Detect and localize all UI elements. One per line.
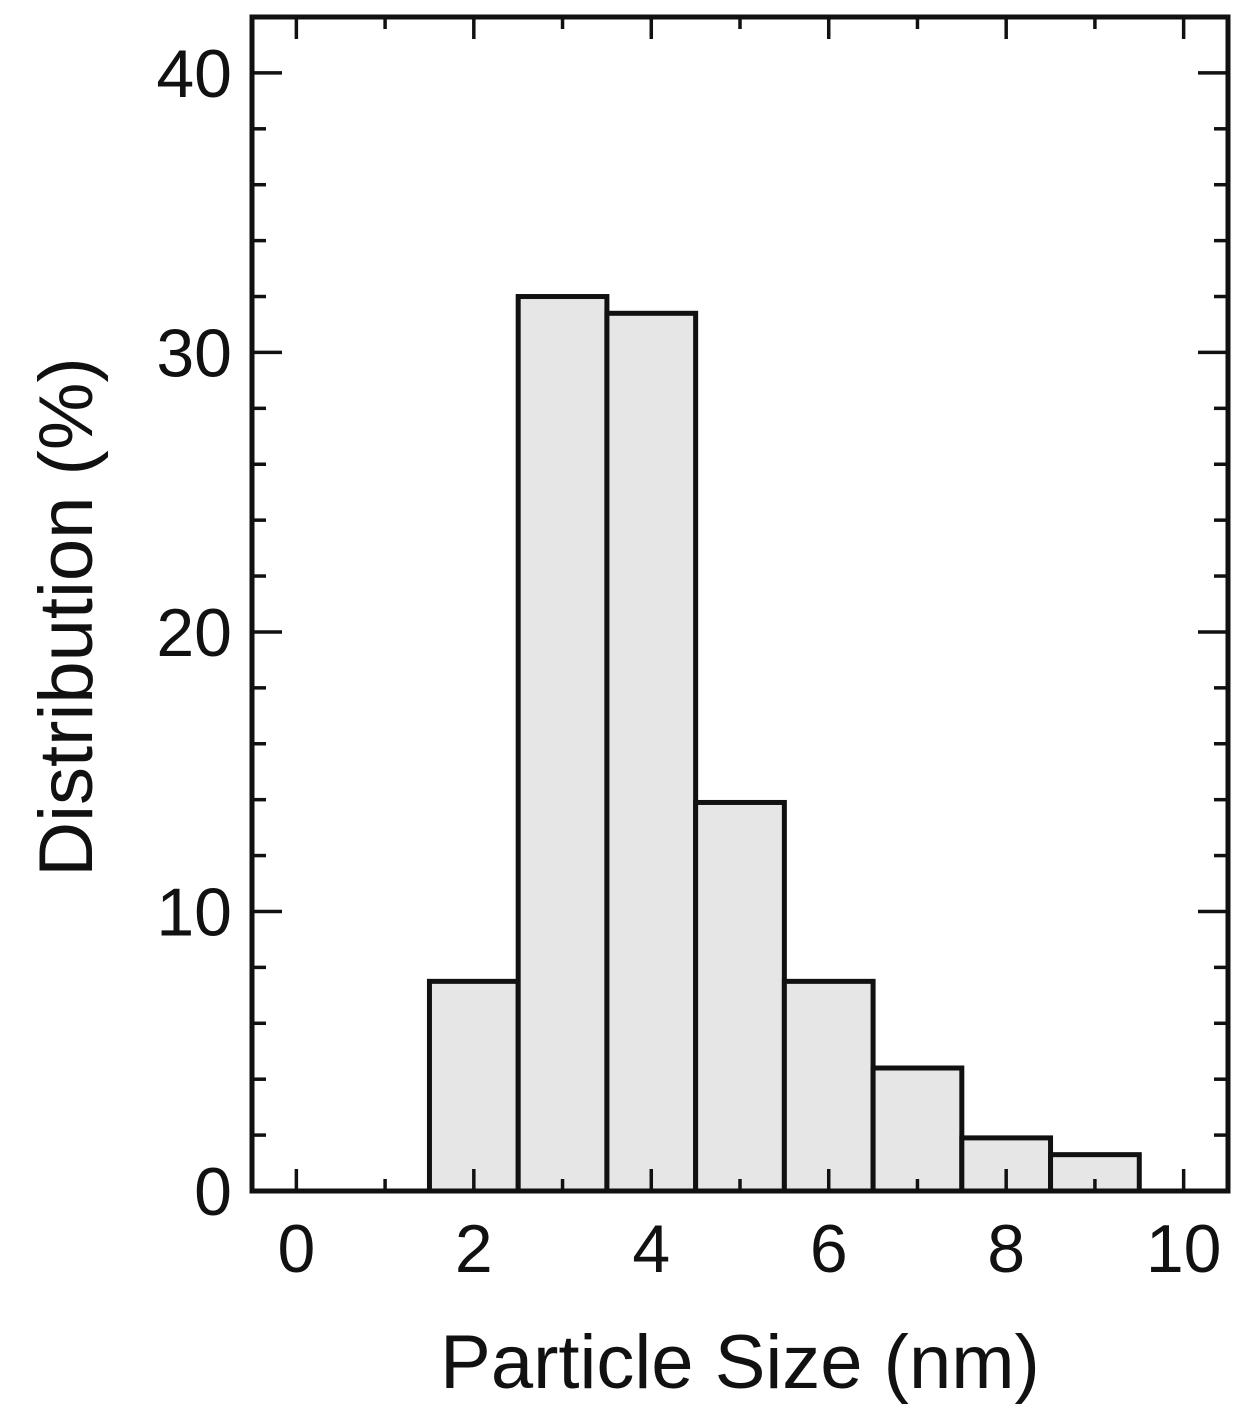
- plot-frame: [249, 14, 1231, 1194]
- y-tick-label-40: 40: [156, 36, 232, 112]
- y-tick-label-20: 20: [156, 595, 232, 671]
- x-tick-label-8: 8: [987, 1211, 1025, 1287]
- x-axis-title: Particle Size (nm): [440, 1320, 1040, 1405]
- y-tick-label-0: 0: [194, 1154, 232, 1230]
- x-tick-label-4: 4: [632, 1211, 670, 1287]
- y-tick-labels: 0 10 20 30 40: [156, 36, 232, 1230]
- bar-6: [781, 978, 876, 1194]
- y-tick-label-30: 30: [156, 315, 232, 391]
- bar-4: [604, 310, 699, 1194]
- bar-2: [426, 978, 521, 1194]
- x-tick-labels: 0 2 4 6 8 10: [277, 1211, 1221, 1287]
- y-tick-label-10: 10: [156, 874, 232, 950]
- bar-5: [693, 799, 787, 1194]
- y-axis-title: Distribution (%): [24, 357, 109, 876]
- x-tick-label-2: 2: [455, 1211, 493, 1287]
- x-tick-label-0: 0: [277, 1211, 315, 1287]
- x-tick-label-10: 10: [1146, 1211, 1222, 1287]
- bar-7: [870, 1065, 965, 1194]
- bars-group: [426, 294, 1142, 1194]
- bar-3: [515, 294, 610, 1194]
- x-tick-label-6: 6: [810, 1211, 848, 1287]
